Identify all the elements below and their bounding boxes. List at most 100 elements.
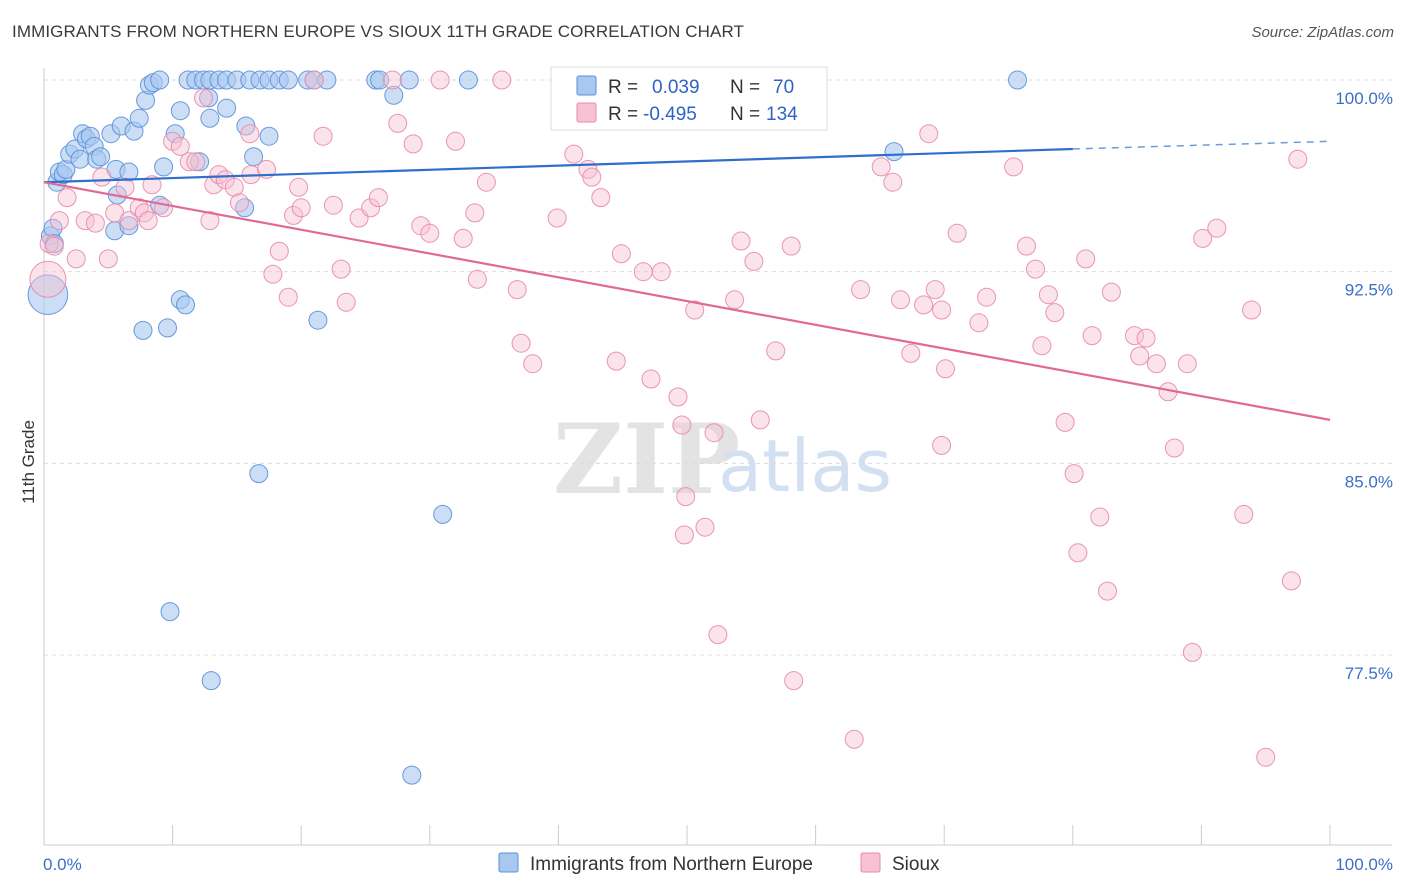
point-sioux — [925, 280, 945, 300]
point-sioux — [731, 231, 751, 251]
point-sioux — [1130, 346, 1150, 366]
point-sioux — [695, 517, 715, 537]
y-tick-label: 85.0% — [1345, 472, 1393, 491]
point-sioux — [871, 157, 891, 177]
point-sioux — [611, 244, 631, 264]
y-tick-labels: 100.0% 92.5% 85.0% 77.5% — [1335, 89, 1393, 683]
point-sioux — [1101, 282, 1121, 302]
point-sioux — [1146, 354, 1166, 374]
point-immigrants-northern-europe — [119, 216, 139, 236]
point-sioux — [1038, 285, 1058, 305]
trend-line-extension-immigrants-northern-europe — [1072, 140, 1331, 150]
point-sioux — [582, 167, 602, 187]
point-immigrants-northern-europe — [200, 108, 220, 128]
point-sioux — [44, 236, 64, 256]
point-sioux — [1068, 543, 1088, 563]
point-sioux — [284, 205, 303, 225]
point-sioux — [1026, 259, 1045, 279]
point-sioux — [750, 410, 770, 430]
point-immigrants-northern-europe — [235, 198, 255, 218]
y-axis-title: 11th Grade — [19, 420, 38, 504]
point-sioux — [446, 131, 465, 151]
point-sioux — [651, 262, 671, 282]
point-immigrants-northern-europe — [433, 504, 453, 524]
point-sioux — [39, 234, 59, 254]
point-immigrants-northern-europe — [170, 101, 190, 121]
point-sioux — [676, 487, 696, 507]
point-sioux — [1182, 642, 1202, 662]
point-immigrants-northern-europe — [399, 70, 419, 90]
point-sioux — [313, 126, 333, 146]
point-sioux — [511, 333, 531, 353]
point-immigrants-northern-europe — [160, 602, 180, 622]
point-sioux — [119, 211, 139, 231]
point-sioux — [85, 213, 105, 233]
point-sioux — [465, 203, 485, 223]
point-sioux — [194, 88, 213, 108]
legend-r-value-1: 0.039 — [652, 77, 700, 98]
point-sioux — [947, 223, 967, 243]
point-sioux — [278, 287, 298, 307]
point-sioux — [291, 198, 311, 218]
stats-legend-box — [550, 66, 828, 131]
point-sioux — [29, 260, 67, 298]
point-sioux — [844, 729, 864, 749]
point-sioux — [883, 172, 903, 192]
point-sioux — [115, 177, 135, 197]
point-sioux — [672, 415, 692, 435]
source-credit: Source: ZipAtlas.com — [1251, 24, 1394, 41]
point-sioux — [507, 280, 527, 300]
series-legend: Immigrants from Northern Europe Sioux — [498, 852, 940, 875]
point-sioux — [1045, 303, 1065, 323]
point-immigrants-northern-europe — [70, 149, 90, 169]
point-immigrants-northern-europe — [199, 88, 219, 108]
point-immigrants-northern-europe — [201, 671, 221, 691]
point-immigrants-northern-europe — [158, 318, 177, 338]
point-immigrants-northern-europe — [27, 274, 69, 316]
watermark-atlas: atlas — [718, 424, 892, 508]
watermark-zip: ZIP — [553, 403, 740, 516]
point-sioux — [98, 249, 118, 269]
point-sioux — [685, 300, 705, 320]
point-immigrants-northern-europe — [133, 320, 153, 340]
point-sioux — [591, 188, 611, 208]
stats-legend: R = 0.039 N = 70 R = -0.495 N = 134 — [550, 66, 828, 131]
point-sioux — [170, 136, 190, 156]
bottom-legend-swatch-pink — [860, 852, 881, 873]
point-sioux — [919, 124, 939, 144]
point-sioux — [138, 211, 158, 231]
point-sioux — [269, 241, 289, 261]
series-sioux-points — [29, 70, 1308, 767]
point-immigrants-northern-europe — [884, 142, 904, 162]
point-sioux — [263, 264, 283, 284]
point-sioux — [969, 313, 989, 333]
point-sioux — [1125, 326, 1144, 346]
point-sioux — [1136, 328, 1156, 348]
point-immigrants-northern-europe — [249, 464, 269, 484]
point-sioux — [467, 269, 487, 289]
point-sioux — [606, 351, 626, 371]
point-sioux — [304, 70, 324, 90]
point-sioux — [1234, 504, 1254, 524]
point-sioux — [1164, 438, 1184, 458]
legend-swatch-pink — [576, 102, 597, 123]
chart-title: IMMIGRANTS FROM NORTHERN EUROPE VS SIOUX… — [12, 22, 744, 41]
point-sioux — [323, 195, 343, 215]
point-sioux — [781, 236, 801, 256]
bottom-legend-label-2: Sioux — [892, 854, 940, 875]
point-sioux — [1256, 747, 1276, 767]
legend-n-label-1: N = — [730, 77, 760, 98]
point-sioux — [1177, 354, 1197, 374]
point-sioux — [914, 295, 934, 315]
legend-n-value-2: 134 — [766, 104, 798, 125]
y-tick-label: 77.5% — [1345, 664, 1393, 683]
point-immigrants-northern-europe — [129, 108, 149, 128]
point-immigrants-northern-europe — [91, 147, 111, 167]
point-sioux — [403, 134, 423, 154]
point-sioux — [668, 387, 688, 407]
point-sioux — [784, 671, 804, 691]
point-sioux — [179, 152, 199, 172]
point-sioux — [1090, 507, 1110, 527]
point-immigrants-northern-europe — [176, 295, 195, 315]
point-sioux — [932, 300, 952, 320]
